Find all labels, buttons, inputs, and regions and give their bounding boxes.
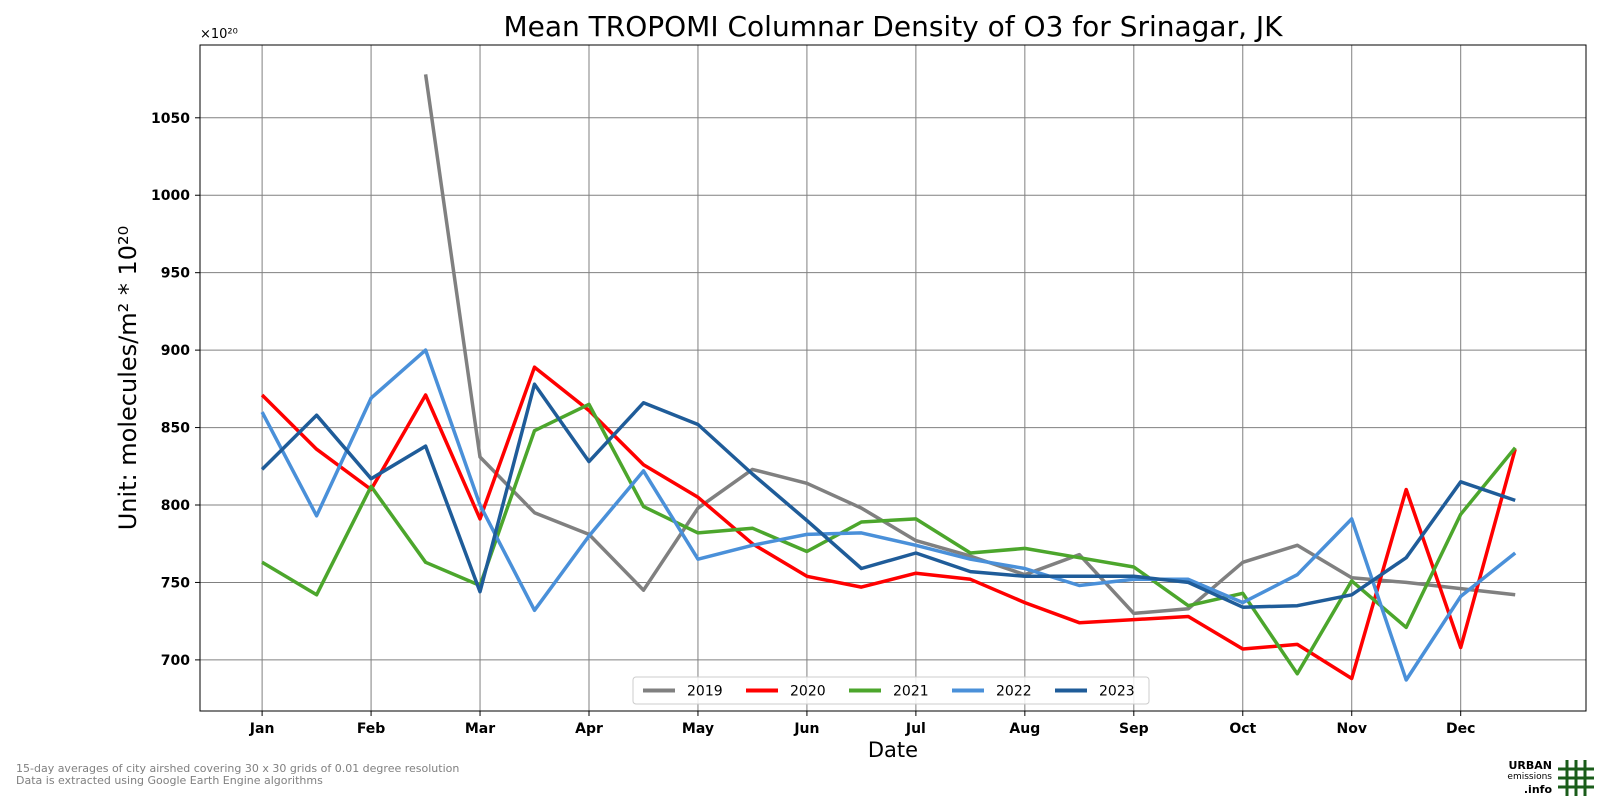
x-tick-label: Dec (1446, 721, 1475, 737)
plot-frame (199, 44, 1587, 712)
x-tick-label: Apr (575, 721, 603, 737)
footnote-line-1: 15-day averages of city airshed covering… (16, 762, 460, 775)
y-tick-label: 800 (161, 498, 190, 514)
legend-label-2023: 2023 (1099, 684, 1135, 700)
series-2019 (423, 74, 1516, 616)
logo-text-info: .info (1523, 783, 1552, 796)
legend-label-2022: 2022 (996, 684, 1032, 700)
series-line-2020 (260, 365, 1517, 681)
series-line-2023 (260, 382, 1516, 609)
y-tick-label: 1000 (151, 188, 190, 204)
x-tick-label: Jan (249, 721, 275, 737)
grid-logo-icon (1558, 760, 1594, 796)
legend-label-2020: 2020 (790, 684, 826, 700)
x-tick-label: May (682, 721, 714, 737)
x-tick-label: Feb (357, 721, 386, 737)
series-line-2022 (260, 348, 1517, 682)
y-tick-label: 850 (161, 421, 190, 437)
series-2021 (261, 402, 1517, 676)
series-line-2019 (423, 74, 1516, 616)
footnote-line-2: Data is extracted using Google Earth Eng… (16, 774, 323, 787)
x-tick-label: Mar (465, 721, 495, 737)
chart-title: Mean TROPOMI Columnar Density of O3 for … (503, 10, 1283, 43)
series-line-2021 (261, 402, 1517, 676)
series-2023 (260, 382, 1516, 609)
y-tick-label: 1050 (151, 111, 190, 127)
legend-label-2019: 2019 (687, 684, 723, 700)
legend-box (632, 676, 1150, 705)
y-axis-label: Unit: molecules/m² * 10²⁰ (114, 226, 142, 531)
x-tick-label: Sep (1119, 721, 1149, 737)
urban-emissions-logo: URBAN emissions .info (1498, 758, 1598, 798)
logo-text-emissions: emissions (1507, 772, 1552, 782)
x-tick-label: Jun (793, 721, 819, 737)
legend-label-2021: 2021 (893, 684, 929, 700)
x-tick-label: Oct (1229, 721, 1256, 737)
series-2020 (260, 365, 1517, 681)
y-multiplier: ×10²⁰ (200, 27, 238, 42)
y-tick-label: 750 (161, 575, 190, 591)
logo-text-urban: URBAN (1508, 759, 1552, 772)
x-tick-label: Jul (905, 721, 926, 737)
y-tick-label: 950 (161, 266, 190, 282)
y-tick-label: 900 (161, 343, 190, 359)
x-tick-label: Aug (1009, 721, 1040, 737)
x-tick-label: Nov (1336, 721, 1366, 737)
series-2022 (260, 348, 1517, 682)
x-axis-label: Date (868, 738, 918, 762)
y-tick-label: 700 (161, 653, 190, 669)
